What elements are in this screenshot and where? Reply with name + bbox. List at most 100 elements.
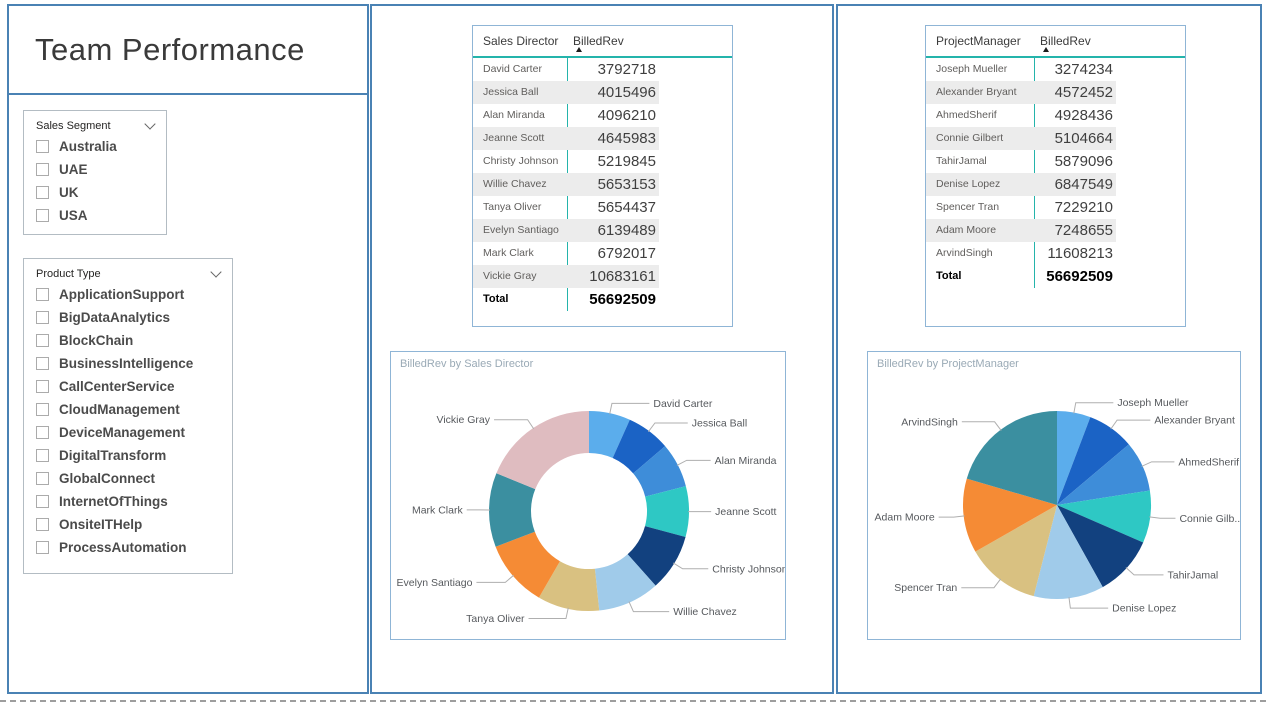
checkbox-unchecked[interactable] — [36, 140, 49, 153]
donut-slice-vickie-gray[interactable] — [496, 411, 589, 490]
checkbox-unchecked[interactable] — [36, 541, 49, 554]
row-value: 3274234 — [1054, 61, 1113, 78]
label-leader-line — [1073, 402, 1114, 414]
donut-slice-willie-chavez[interactable] — [594, 554, 656, 611]
slicer-item-callcenterservice[interactable]: CallCenterService — [24, 375, 232, 398]
donut-slice-christy-johnson[interactable] — [627, 526, 686, 586]
column-header-projectmanager[interactable]: ProjectManager — [936, 34, 1021, 48]
donut-slice-tanya-oliver[interactable] — [538, 561, 600, 611]
row-value: 6792017 — [597, 245, 656, 262]
label-leader-line — [672, 562, 709, 570]
slicer-item-devicemanagement[interactable]: DeviceManagement — [24, 421, 232, 444]
slicer-item-blockchain[interactable]: BlockChain — [24, 329, 232, 352]
label-leader-line — [609, 402, 650, 415]
slicer-item-bigdataanalytics[interactable]: BigDataAnalytics — [24, 306, 232, 329]
row-label: Vickie Gray — [483, 270, 537, 282]
table-row-denise-lopez[interactable]: Denise Lopez 6847549 — [926, 173, 1116, 196]
pie-slice-tahirjamal[interactable] — [1057, 505, 1144, 588]
checkbox-unchecked[interactable] — [36, 311, 49, 324]
slice-label-mark-clark: Mark Clark — [412, 504, 464, 516]
table-row-tanya-oliver[interactable]: Tanya Oliver 5654437 — [473, 196, 659, 219]
table-row-connie-gilbert[interactable]: Connie Gilbert 5104664 — [926, 127, 1116, 150]
pie-chart-card: Joseph Mueller Alexander Bryant AhmedSheri… — [867, 351, 1241, 640]
pie-slice-connie-gilbert[interactable] — [1057, 490, 1151, 543]
table-row-jessica-ball[interactable]: Jessica Ball 4015496 — [473, 81, 659, 104]
slicer-item-label: CallCenterService — [59, 379, 175, 394]
table-row-arvindsingh[interactable]: ArvindSingh 11608213 — [926, 242, 1116, 265]
checkbox-unchecked[interactable] — [36, 426, 49, 439]
slicer-item-uk[interactable]: UK — [24, 181, 166, 204]
row-label: Alexander Bryant — [936, 86, 1017, 98]
checkbox-unchecked[interactable] — [36, 518, 49, 531]
table-row-joseph-mueller[interactable]: Joseph Mueller 3274234 — [926, 58, 1116, 81]
pie-slice-denise-lopez[interactable] — [1033, 505, 1103, 599]
donut-slice-jeanne-scott[interactable] — [644, 486, 689, 538]
table-row-adam-moore[interactable]: Adam Moore 7248655 — [926, 219, 1116, 242]
slicer-item-label: UAE — [59, 162, 88, 177]
donut-slice-jessica-ball[interactable] — [612, 419, 666, 474]
slice-label-jeanne-scott: Jeanne Scott — [715, 506, 776, 518]
table-row-mark-clark[interactable]: Mark Clark 6792017 — [473, 242, 659, 265]
table-row-alan-miranda[interactable]: Alan Miranda 4096210 — [473, 104, 659, 127]
donut-slice-alan-miranda[interactable] — [633, 446, 686, 497]
pie-slice-ahmedsherif[interactable] — [1057, 444, 1150, 505]
chevron-down-icon[interactable] — [210, 266, 222, 278]
slicer-item-usa[interactable]: USA — [24, 204, 166, 227]
page-title: Team Performance — [35, 32, 305, 67]
slicer-item-onsiteithelp[interactable]: OnsiteITHelp — [24, 513, 232, 536]
table-row-willie-chavez[interactable]: Willie Chavez 5653153 — [473, 173, 659, 196]
checkbox-unchecked[interactable] — [36, 449, 49, 462]
donut-slice-david-carter[interactable] — [589, 411, 630, 459]
label-leader-line — [961, 578, 1002, 589]
slice-label-arvindsingh: ArvindSingh — [901, 416, 958, 428]
slicer-item-uae[interactable]: UAE — [24, 158, 166, 181]
checkbox-unchecked[interactable] — [36, 357, 49, 370]
checkbox-unchecked[interactable] — [36, 472, 49, 485]
table-row-spencer-tran[interactable]: Spencer Tran 7229210 — [926, 196, 1116, 219]
slice-label-vickie-gray: Vickie Gray — [437, 414, 491, 426]
table-row-tahirjamal[interactable]: TahirJamal 5879096 — [926, 150, 1116, 173]
slicer-item-applicationsupport[interactable]: ApplicationSupport — [24, 283, 232, 306]
checkbox-unchecked[interactable] — [36, 186, 49, 199]
checkbox-unchecked[interactable] — [36, 334, 49, 347]
donut-chart: David Carter Jessica Ball Alan Miranda Jean… — [397, 398, 785, 625]
row-label: Tanya Oliver — [483, 201, 542, 213]
chevron-down-icon[interactable] — [144, 118, 156, 130]
table-row-vickie-gray[interactable]: Vickie Gray 10683161 — [473, 265, 659, 288]
slicer-item-businessintelligence[interactable]: BusinessIntelligence — [24, 352, 232, 375]
table-row-christy-johnson[interactable]: Christy Johnson 5219845 — [473, 150, 659, 173]
row-label: Spencer Tran — [936, 201, 1000, 213]
checkbox-unchecked[interactable] — [36, 209, 49, 222]
slicer-item-cloudmanagement[interactable]: CloudManagement — [24, 398, 232, 421]
slicer-item-australia[interactable]: Australia — [24, 135, 166, 158]
table-row-jeanne-scott[interactable]: Jeanne Scott 4645983 — [473, 127, 659, 150]
slicer-item-processautomation[interactable]: ProcessAutomation — [24, 536, 232, 559]
slicer-item-globalconnect[interactable]: GlobalConnect — [24, 467, 232, 490]
pie-slice-alexander-bryant[interactable] — [1057, 417, 1129, 505]
checkbox-unchecked[interactable] — [36, 288, 49, 301]
checkbox-unchecked[interactable] — [36, 495, 49, 508]
pie-slice-arvindsingh[interactable] — [966, 411, 1057, 505]
row-value: 5219845 — [597, 153, 656, 170]
table-row-david-carter[interactable]: David Carter 3792718 — [473, 58, 659, 81]
column-header-sales-director[interactable]: Sales Director — [483, 34, 559, 48]
checkbox-unchecked[interactable] — [36, 163, 49, 176]
column-header-billedrev[interactable]: BilledRev — [573, 34, 624, 48]
pie-slice-joseph-mueller[interactable] — [1057, 411, 1091, 505]
table-total-row: Total 56692509 — [926, 265, 1116, 288]
table-row-evelyn-santiago[interactable]: Evelyn Santiago 6139489 — [473, 219, 659, 242]
table-row-alexander-bryant[interactable]: Alexander Bryant 4572452 — [926, 81, 1116, 104]
checkbox-unchecked[interactable] — [36, 380, 49, 393]
donut-slice-evelyn-santiago[interactable] — [495, 531, 560, 598]
pie-slice-adam-moore[interactable] — [963, 478, 1057, 552]
pie-slice-spencer-tran[interactable] — [975, 505, 1057, 597]
column-header-billedrev[interactable]: BilledRev — [1040, 34, 1091, 48]
slicer-item-internetofthings[interactable]: InternetOfThings — [24, 490, 232, 513]
checkbox-unchecked[interactable] — [36, 403, 49, 416]
slicer-item-digitaltransform[interactable]: DigitalTransform — [24, 444, 232, 467]
table-row-ahmedsherif[interactable]: AhmedSherif 4928436 — [926, 104, 1116, 127]
label-leader-line — [938, 515, 965, 518]
slicer-title: Sales Segment — [36, 120, 111, 132]
donut-slice-mark-clark[interactable] — [489, 473, 536, 547]
